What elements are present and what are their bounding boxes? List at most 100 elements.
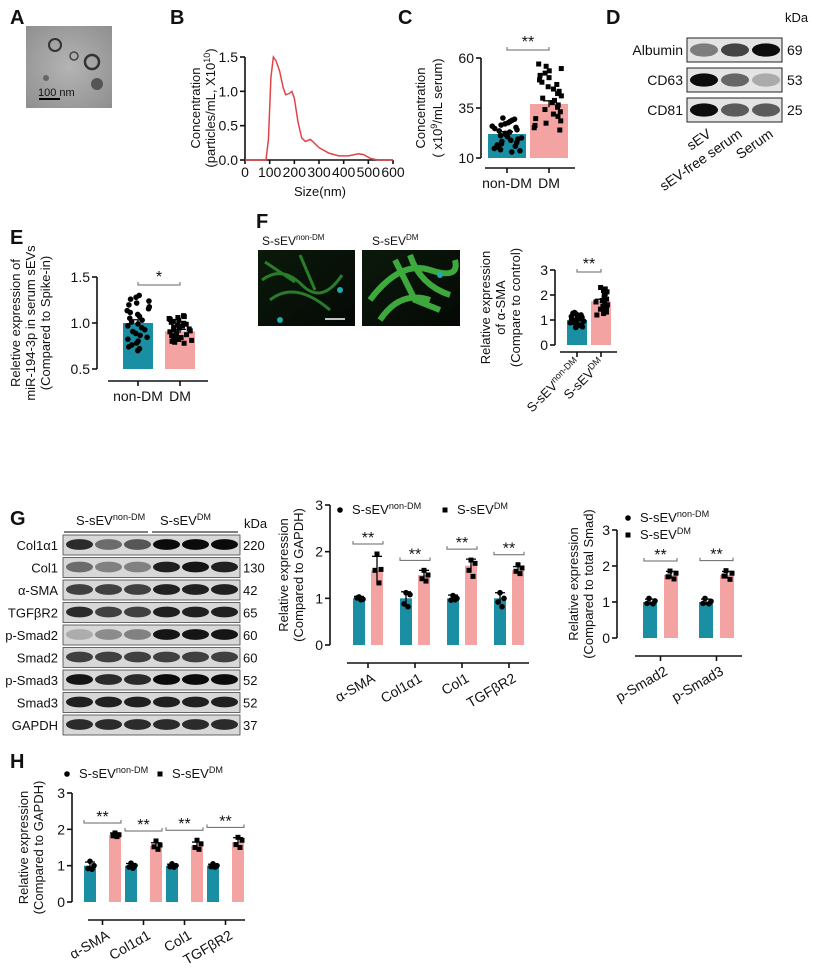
data-point (452, 596, 458, 603)
western-blot-g: kDa S-sEVnon-DM S-sEVDM Col1α1 220 Col1 130 α-S… (5, 512, 268, 736)
image-label-non-dm: S-sEVnon-DM (262, 233, 325, 248)
data-point (374, 551, 380, 557)
data-point (543, 63, 549, 69)
band (95, 561, 122, 573)
bar-Col1α1-1 (418, 575, 430, 645)
data-point (124, 307, 131, 314)
data-point (499, 603, 505, 610)
y-tick-label: 3 (602, 522, 610, 538)
data-point (644, 600, 650, 607)
data-point (181, 320, 187, 326)
y-tick-label: 0.5 (71, 361, 91, 377)
fluorescence-images: S-sEVnon-DM S-sEVDM (258, 233, 460, 326)
band (153, 561, 180, 573)
data-point (171, 324, 177, 330)
y-axis-title-0: Relative expression (566, 527, 581, 640)
y-axis-title-1: (Compared to GAPDH) (31, 781, 46, 915)
bar-TGFβR2-1 (232, 842, 244, 902)
legend-label-dm: S-sEVDM (640, 526, 691, 542)
data-point (169, 333, 175, 339)
band (690, 103, 718, 117)
data-point (169, 338, 175, 344)
data-point (239, 837, 245, 843)
bar-Col1α1-0 (400, 598, 412, 645)
group-label-non-dm: S-sEVnon-DM (76, 512, 145, 528)
band (95, 651, 122, 663)
row-label: α-SMA (18, 583, 58, 598)
data-point (125, 336, 131, 342)
data-point (468, 557, 474, 563)
data-point (543, 120, 549, 126)
band (721, 43, 749, 57)
legend-marker-non-dm (337, 507, 343, 513)
x-tick-label: p-Smad3 (669, 663, 726, 705)
data-point (419, 576, 425, 582)
significance-label: ** (503, 541, 515, 558)
kda-label: 42 (243, 583, 257, 598)
significance-bracket (137, 282, 181, 286)
bar-Col1-1 (191, 845, 203, 902)
data-point (134, 311, 141, 318)
row-label: GAPDH (12, 718, 58, 733)
data-point (136, 292, 143, 299)
row-label: Albumin (632, 42, 683, 58)
y-tick-label: 1.5 (71, 269, 91, 285)
data-point (497, 589, 503, 596)
band (153, 674, 180, 685)
band (182, 539, 209, 550)
x-tick-label: non-DM (113, 388, 163, 404)
significance-label: ** (409, 546, 421, 563)
data-point (518, 135, 525, 141)
y-axis-title-1: (particles/mL, X1010) (202, 48, 218, 167)
data-point (194, 837, 200, 843)
y-axis-title-1: of α-SMA (493, 280, 508, 335)
band (124, 719, 151, 730)
data-point (183, 321, 189, 327)
data-point (130, 328, 136, 335)
data-point (401, 601, 407, 607)
band (66, 606, 93, 618)
band (153, 629, 180, 640)
band (66, 584, 93, 595)
data-point (172, 339, 178, 345)
band (66, 696, 93, 708)
data-point (604, 302, 610, 308)
kda-label: 65 (243, 606, 257, 621)
data-point (557, 109, 563, 115)
data-point (110, 833, 116, 839)
data-point (151, 844, 157, 850)
data-point (450, 592, 456, 599)
data-point (466, 567, 472, 573)
kda-label: 53 (787, 72, 803, 88)
data-point (137, 332, 143, 339)
band (182, 696, 209, 708)
significance-label: ** (456, 535, 468, 552)
group-label-dm: S-sEVDM (160, 512, 211, 528)
y-axis-title-1: (Compared to GAPDH) (291, 508, 306, 642)
data-point (425, 572, 431, 578)
data-point (184, 332, 190, 338)
data-point (166, 315, 172, 321)
bar-TGFβR2-1 (512, 570, 524, 645)
data-point (558, 66, 564, 72)
band (182, 584, 209, 595)
data-point (500, 115, 506, 121)
y-tick-label: 2 (540, 287, 548, 303)
panel-label-b: B (170, 7, 184, 29)
data-point (130, 865, 136, 872)
legend-label-dm: S-sEVDM (172, 765, 223, 781)
data-point (146, 298, 152, 304)
data-point (555, 102, 561, 108)
data-point (489, 123, 496, 130)
data-point (517, 148, 523, 154)
data-point (421, 567, 427, 573)
bar-p-Smad2-0 (643, 602, 657, 638)
significance-bracket (206, 824, 245, 828)
band (95, 584, 122, 595)
y-tick-label: 1 (315, 590, 323, 606)
significance-bracket (699, 557, 734, 562)
data-point (376, 580, 382, 586)
data-point (198, 841, 204, 847)
